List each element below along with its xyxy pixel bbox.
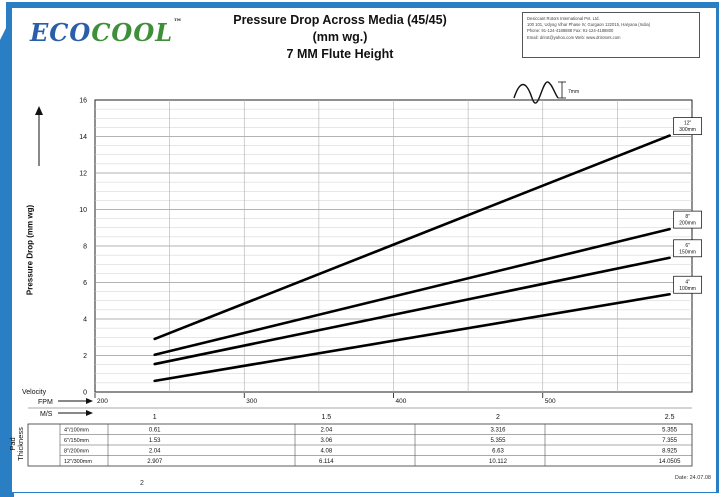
table-row-label: 8"/200mm [64, 449, 89, 455]
address-box: Desiccant Rotors International Pvt. Ltd.… [522, 12, 700, 58]
fpm-arrow-head-icon [86, 398, 93, 404]
table-cell: 0.61 [149, 428, 161, 434]
y-tick-label: 6 [83, 280, 87, 287]
pad-label-line-2: Thickness [16, 427, 25, 461]
table-row-label: 6"/150mm [64, 438, 89, 444]
y-tick-label: 10 [79, 207, 87, 214]
flute-wave-icon: 7mm [513, 81, 579, 104]
address-line-1: Desiccant Rotors International Pvt. Ltd. [527, 16, 600, 21]
y-tick-label: 4 [83, 317, 87, 324]
title-line-1: Pressure Drop Across Media (45/45) [233, 13, 447, 27]
chart-title: Pressure Drop Across Media (45/45) (mm w… [215, 12, 465, 63]
fpm-tick-label: 400 [396, 398, 407, 405]
y-tick-label: 14 [79, 134, 87, 141]
series-line-1 [153, 134, 671, 341]
series-label-mm-4: 100mm [679, 286, 696, 292]
title-line-2: (mm wg.) [312, 30, 368, 44]
ms-arrow-head-icon [86, 410, 93, 416]
series-label-mm-3: 150mm [679, 249, 696, 255]
series-line-3 [153, 256, 671, 366]
address-line-4: Email: drirot@yahoo.com Web: www.driroto… [527, 34, 621, 40]
table-cell: 3.06 [320, 438, 332, 444]
y-tick-label: 0 [83, 390, 87, 397]
fpm-label: FPM [38, 399, 53, 406]
series-label-inch-2: 8" [685, 214, 690, 220]
y-tick-label: 2 [83, 353, 87, 360]
table-cell: 2.04 [320, 428, 332, 434]
ms-tick-label: 1.5 [321, 414, 331, 421]
series-label-box-4 [673, 275, 703, 294]
logo-part-eco: ECO [30, 18, 92, 47]
table-cell: 6.63 [492, 449, 504, 455]
y-tick-label: 12 [79, 171, 87, 178]
series-label-box-2 [673, 210, 703, 229]
table-cell: 3.316 [490, 428, 506, 434]
table-cell: 1.53 [149, 438, 161, 444]
table-row-label: 12"/300mm [64, 459, 92, 465]
y-axis-arrow-icon [35, 106, 43, 166]
ms-tick-label: 2.5 [665, 414, 675, 421]
velocity-label: Velocity [22, 389, 47, 396]
ms-tick-label: 1 [153, 414, 157, 421]
y-tick-label: 16 [79, 98, 87, 105]
series-label-mm-2: 200mm [679, 221, 696, 227]
table-cell: 7.355 [662, 438, 678, 444]
table-cell: 6.114 [319, 459, 334, 465]
logo-trademark: ™ [173, 18, 184, 28]
y-tick-label: 8 [83, 244, 87, 251]
table-cell: 14.0505 [659, 459, 681, 465]
table-cell: 10.112 [489, 459, 508, 465]
chart-sheet [12, 8, 716, 492]
ecocool-logo: ECOCOOL™ [30, 18, 183, 47]
page-number: 2 [140, 480, 144, 487]
table-cell: 2.04 [149, 449, 161, 455]
address-line-3: Phone: 91-124-4188888 Fax: 91-124-418880… [527, 28, 614, 34]
series-label-mm-1: 300mm [679, 127, 696, 133]
fpm-tick-label: 500 [545, 398, 556, 405]
series-line-4 [153, 292, 671, 383]
table-cell: 5.355 [490, 438, 506, 444]
title-line-3: 7 MM Flute Height [286, 47, 394, 61]
table-cell: 4.08 [320, 449, 332, 455]
series-label-inch-3: 6" [685, 243, 690, 249]
series-line-2 [153, 227, 671, 357]
address-line-2: 100 101, Udyog Vihar Phase IV, Gurgaon 1… [527, 22, 651, 28]
table-row-label: 4"/100mm [64, 428, 89, 434]
ms-label: M/S [40, 411, 53, 418]
date-stamp: Date: 24.07.08 [674, 475, 711, 481]
flute-height-label: 7mm [568, 89, 579, 95]
fpm-tick-label: 200 [97, 398, 108, 405]
series-label-box-3 [673, 239, 703, 258]
series-label-inch-4: 4" [685, 279, 690, 285]
logo-part-cool: COOL [91, 18, 174, 47]
pad-thickness-label: Pad Thickness [8, 427, 25, 461]
series-label-inch-1: 12" [684, 121, 692, 127]
table-cell: 2.907 [147, 459, 163, 465]
ms-tick-label: 2 [496, 414, 500, 421]
series-label-box-1 [673, 117, 703, 135]
table-cell: 5.355 [662, 428, 678, 434]
fpm-tick-label: 300 [246, 398, 257, 405]
table-cell: 8.925 [662, 449, 678, 455]
